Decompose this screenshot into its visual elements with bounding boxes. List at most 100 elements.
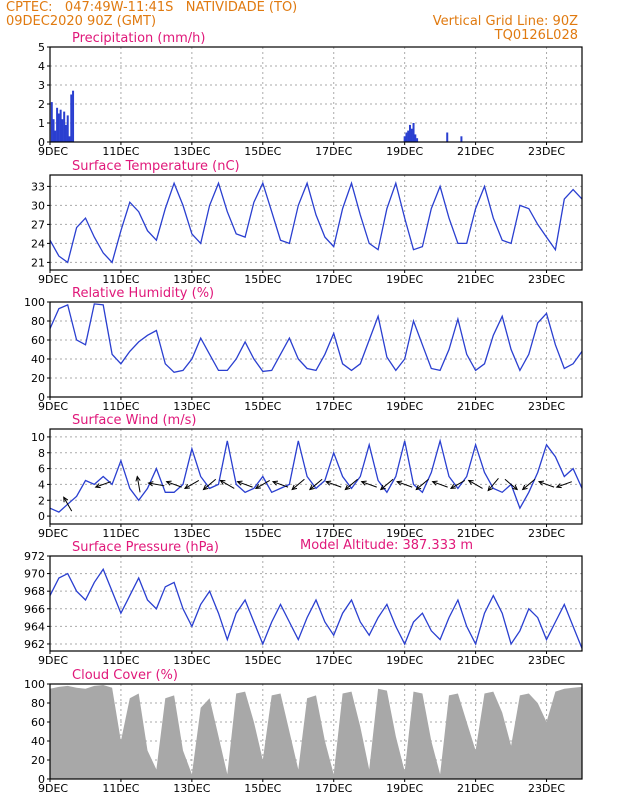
precip-bar bbox=[410, 128, 413, 142]
precip-bar bbox=[56, 107, 59, 142]
x-tick-label: 9DEC bbox=[38, 782, 68, 795]
wind-arrow-shaft bbox=[326, 481, 342, 488]
wind-arrow-head bbox=[521, 484, 528, 491]
panel-frame bbox=[49, 555, 583, 652]
wind-arrow-head bbox=[344, 484, 351, 491]
wind-arrow bbox=[521, 478, 536, 491]
precip-bar bbox=[414, 134, 417, 142]
wind-arrow-head bbox=[202, 484, 209, 491]
y-tick-label: 0 bbox=[38, 510, 45, 523]
precip-bar bbox=[446, 132, 449, 142]
x-tick-label: 17DEC bbox=[315, 400, 352, 413]
y-tick-label: 20 bbox=[31, 754, 45, 767]
wind-arrow-shaft bbox=[432, 481, 448, 488]
wind-arrow bbox=[147, 481, 165, 487]
precip-bar bbox=[66, 115, 69, 142]
precip-bar bbox=[64, 124, 67, 142]
precip-bar bbox=[72, 90, 75, 142]
wind-arrow bbox=[360, 480, 377, 488]
panel-frame bbox=[49, 301, 583, 398]
wind-arrow-shaft bbox=[396, 481, 413, 488]
y-tick-label: 24 bbox=[31, 237, 45, 250]
wind-arrow bbox=[63, 496, 73, 512]
wind-arrow-head bbox=[63, 496, 69, 503]
y-tick-label: 8 bbox=[38, 447, 45, 460]
wind-arrow-head bbox=[537, 480, 545, 486]
wind-arrow-shaft bbox=[63, 497, 73, 512]
wind-arrow-shaft bbox=[166, 481, 182, 488]
wind-arrow bbox=[487, 477, 499, 492]
y-tick-label: 0 bbox=[38, 391, 45, 404]
y-tick-label: 20 bbox=[31, 372, 45, 385]
wind-arrow-head bbox=[555, 483, 562, 489]
wind-arrow-head bbox=[219, 479, 226, 485]
wind-arrow bbox=[504, 478, 519, 491]
panel-title: Cloud Cover (%) bbox=[72, 668, 178, 683]
x-tick-label: 13DEC bbox=[173, 654, 210, 667]
wind-arrow bbox=[291, 478, 305, 491]
wind-arrow-shaft bbox=[556, 481, 572, 488]
wind-arrow bbox=[183, 479, 200, 489]
x-tick-label: 15DEC bbox=[244, 527, 281, 540]
x-tick-label: 15DEC bbox=[244, 145, 281, 158]
x-tick-label: 9DEC bbox=[38, 145, 68, 158]
wind-arrow-head bbox=[236, 480, 243, 486]
wind-arrow-head bbox=[135, 475, 141, 482]
x-tick-label: 13DEC bbox=[173, 400, 210, 413]
precip-bar bbox=[61, 119, 64, 142]
wind-arrow-shaft bbox=[415, 478, 429, 490]
x-tick-label: 11DEC bbox=[102, 400, 139, 413]
panel-humidity: 0 20 40 60 80 100 9DEC 11DEC 13DEC 15DEC 17DEC 19DE… bbox=[24, 286, 583, 413]
wind-arrow-head bbox=[254, 484, 261, 489]
x-tick-label: 23DEC bbox=[528, 400, 565, 413]
panel-title: Precipitation (mm/h) bbox=[72, 31, 205, 46]
wind-arrow-head bbox=[360, 480, 367, 486]
header-code: TQ0126L028 bbox=[494, 28, 578, 43]
y-tick-label: 1 bbox=[38, 117, 45, 130]
y-tick-label: 27 bbox=[31, 218, 45, 231]
wind-arrow-shaft bbox=[203, 478, 217, 490]
header-station: CPTEC: 047:49W-11:41S NATIVIDADE (TO) bbox=[6, 0, 298, 15]
wind-arrow bbox=[271, 480, 289, 488]
wind-arrow bbox=[379, 478, 394, 491]
wind-arrow bbox=[344, 478, 358, 491]
x-tick-label: 13DEC bbox=[173, 782, 210, 795]
y-tick-label: 5 bbox=[38, 41, 45, 54]
x-tick-label: 9DEC bbox=[38, 273, 68, 286]
panel-frame bbox=[49, 428, 583, 525]
wind-arrow-head bbox=[271, 480, 279, 486]
y-tick-label: 40 bbox=[31, 735, 45, 748]
x-tick-label: 23DEC bbox=[528, 654, 565, 667]
precip-bar bbox=[403, 136, 406, 142]
wind-arrow-shaft bbox=[291, 478, 305, 490]
x-tick-label: 17DEC bbox=[315, 145, 352, 158]
y-tick-label: 80 bbox=[31, 697, 45, 710]
y-tick-label: 966 bbox=[24, 603, 45, 616]
wind-arrow bbox=[537, 480, 555, 488]
x-tick-label: 11DEC bbox=[102, 782, 139, 795]
wind-arrow bbox=[94, 481, 111, 489]
wind-arrow-head bbox=[512, 484, 519, 491]
x-tick-label: 21DEC bbox=[457, 145, 494, 158]
precip-bar bbox=[460, 136, 463, 142]
x-tick-label: 21DEC bbox=[457, 782, 494, 795]
wind-arrow bbox=[135, 475, 141, 493]
x-tick-label: 11DEC bbox=[102, 145, 139, 158]
y-tick-label: 0 bbox=[38, 136, 45, 149]
wind-arrow-shaft bbox=[95, 481, 111, 488]
wind-arrow-head bbox=[379, 484, 386, 491]
wind-line bbox=[49, 438, 583, 513]
wind-arrow-shaft bbox=[148, 482, 165, 487]
x-tick-label: 21DEC bbox=[457, 273, 494, 286]
y-tick-label: 2 bbox=[38, 494, 45, 507]
precip-bar bbox=[407, 130, 410, 142]
y-tick-label: 968 bbox=[24, 585, 45, 598]
wind-arrow-shaft bbox=[487, 477, 499, 491]
x-tick-label: 17DEC bbox=[315, 273, 352, 286]
x-tick-label: 23DEC bbox=[528, 782, 565, 795]
precip-bar bbox=[416, 138, 419, 142]
y-tick-label: 964 bbox=[24, 620, 45, 633]
x-tick-label: 11DEC bbox=[102, 273, 139, 286]
x-tick-label: 19DEC bbox=[386, 527, 423, 540]
wind-arrow-shaft bbox=[361, 481, 377, 488]
